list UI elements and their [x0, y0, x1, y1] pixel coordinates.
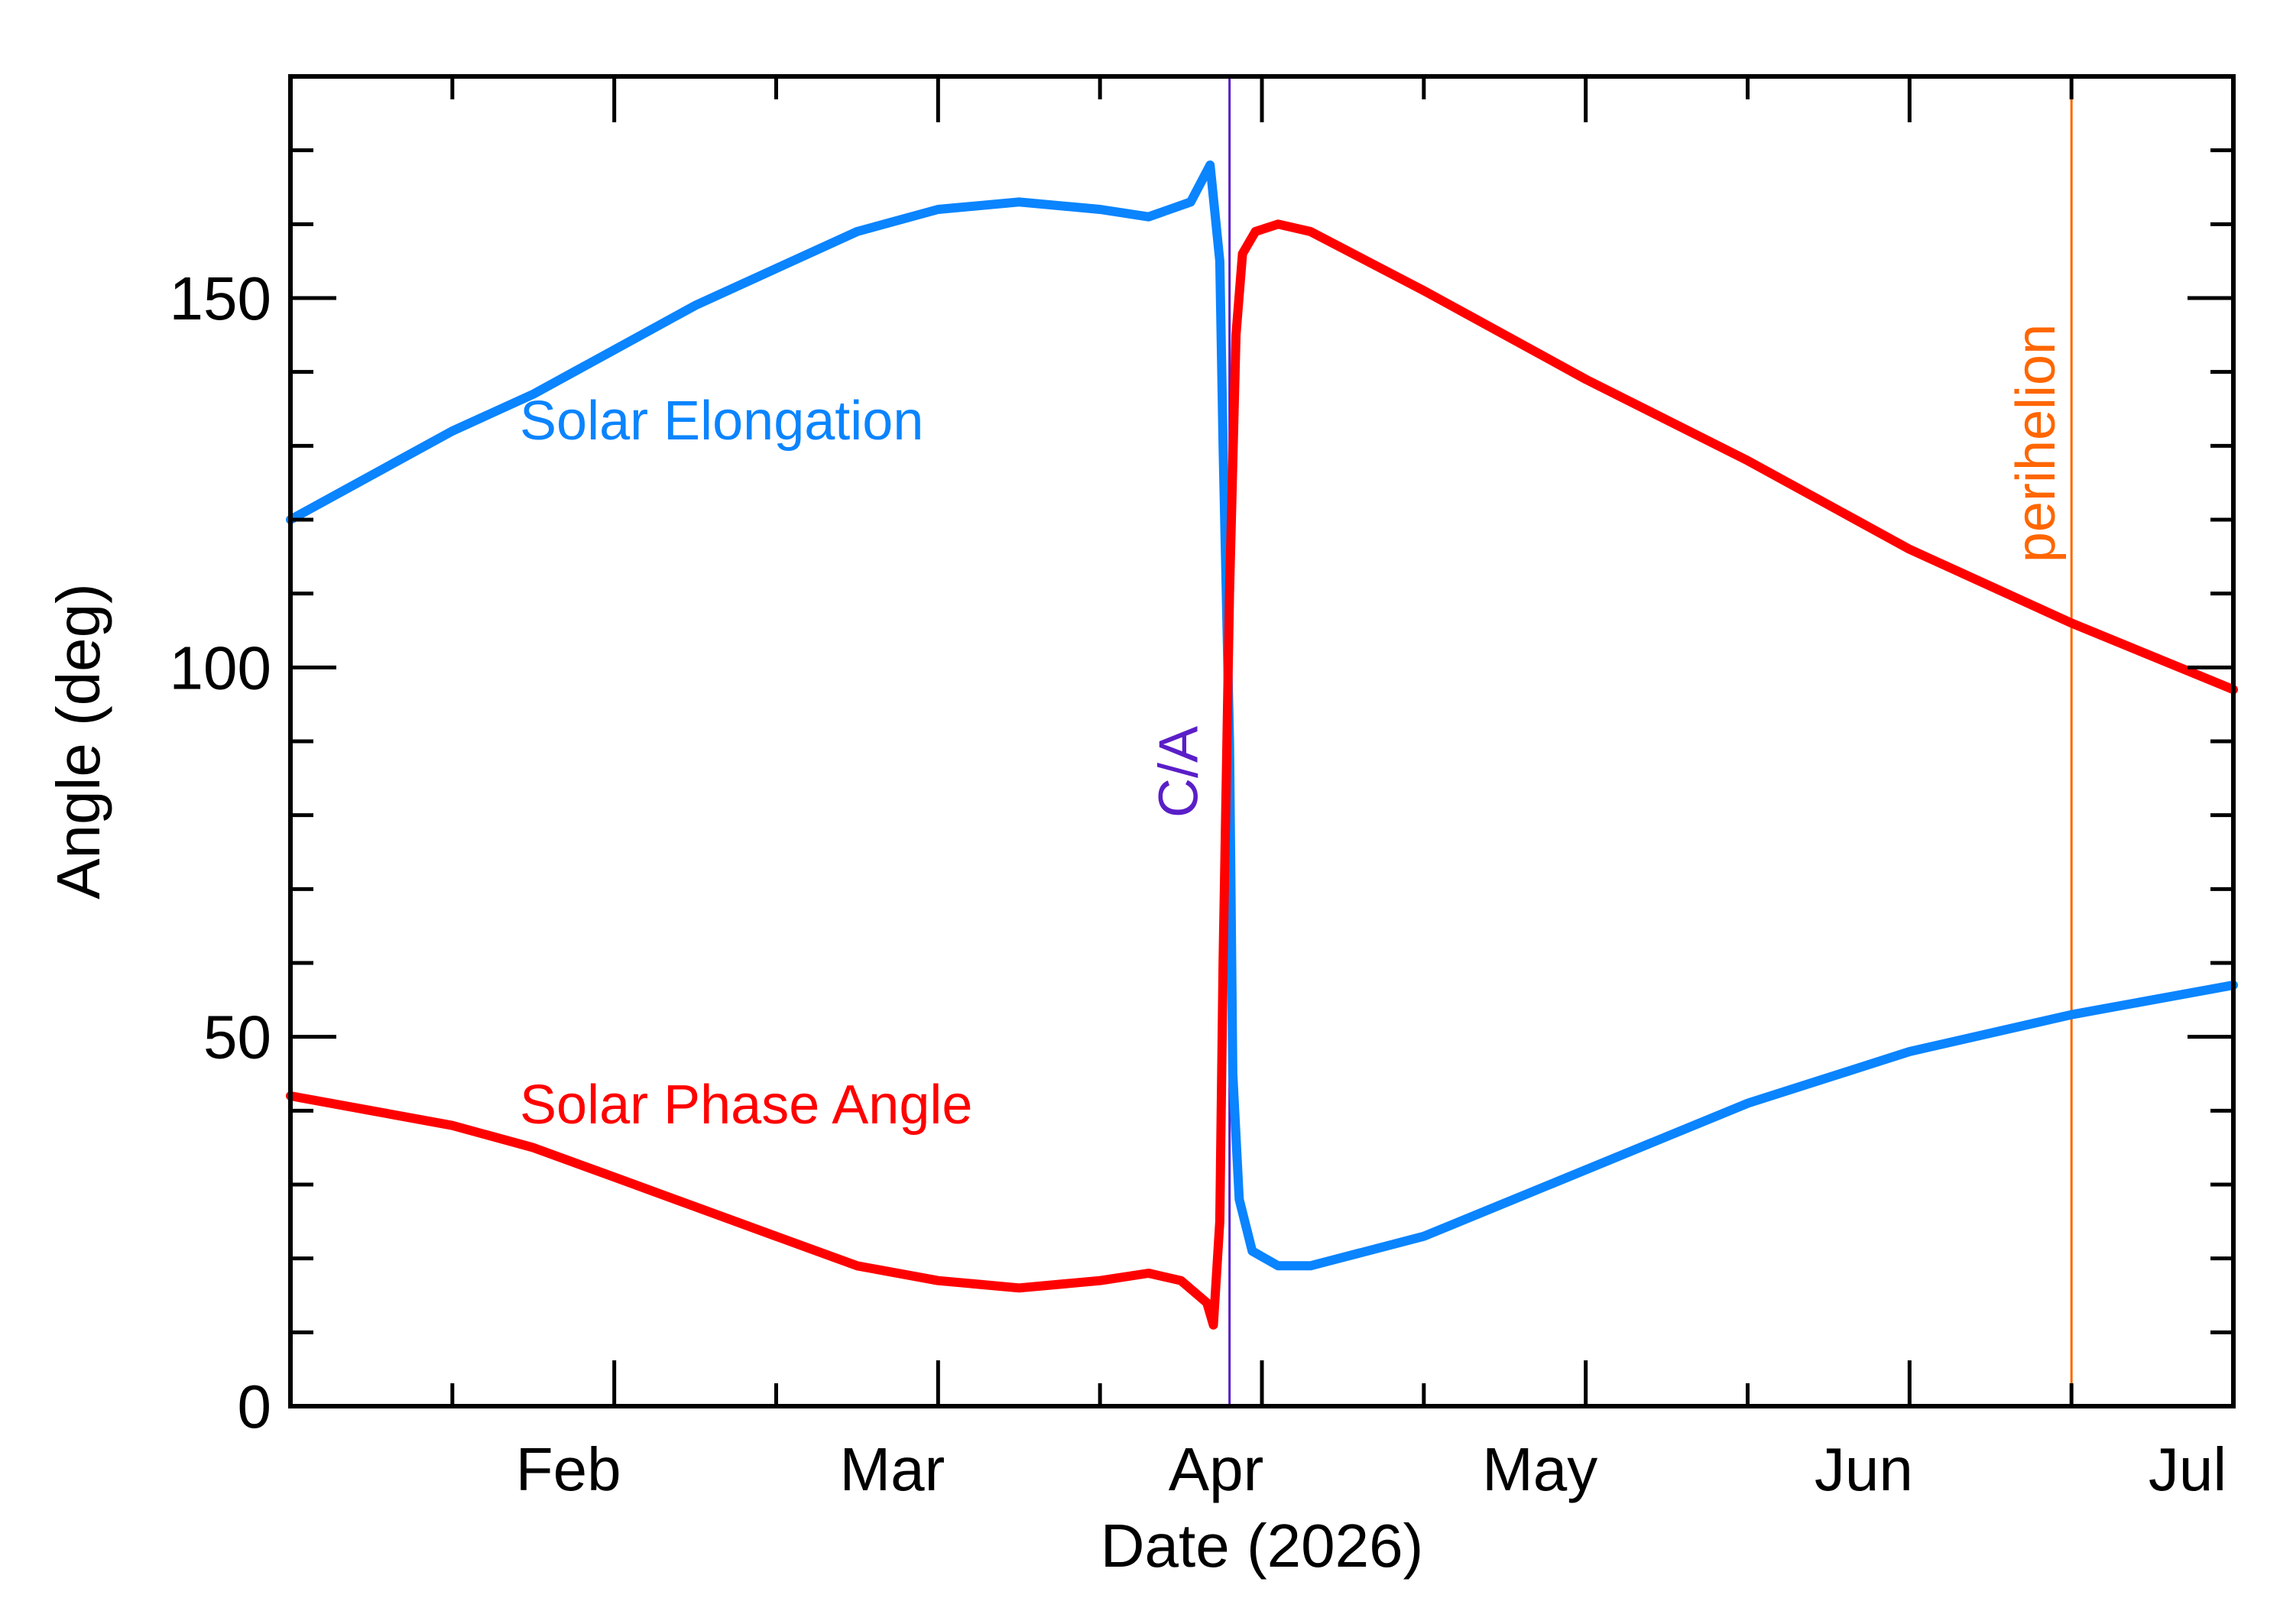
marker-label-1: perihelion [2006, 324, 2067, 562]
series-label-layer: Solar Elongation Solar Phase Angle [520, 391, 972, 1136]
y-tick-label: 100 [170, 634, 271, 702]
marker-label-0: C/A [1149, 726, 1210, 818]
x-tick-label: Feb [516, 1435, 621, 1503]
y-tick-label: 50 [203, 1003, 271, 1071]
x-tick-label: Apr [1169, 1435, 1264, 1503]
x-tick-label: May [1482, 1435, 1597, 1503]
x-tick-label: Mar [839, 1435, 945, 1503]
x-tick-label: Jul [2149, 1435, 2227, 1503]
series-layer [286, 160, 2238, 1330]
y-tick-label: 150 [170, 264, 271, 332]
series-line-0 [286, 160, 2238, 1271]
y-axis-title: Angle (deg) [44, 583, 112, 900]
x-tick-label: Jun [1815, 1435, 1913, 1503]
x-axis-title: Date (2026) [1101, 1512, 1423, 1580]
series-line-1 [286, 219, 2238, 1330]
series-label-1: Solar Phase Angle [520, 1075, 972, 1136]
marker-layer: C/A perihelion [1149, 76, 2073, 1406]
plot-frame [288, 74, 2236, 1408]
series-label-0: Solar Elongation [520, 391, 923, 452]
axis-layer: 0 50 100 150 Feb Mar Apr May Jun Jul [170, 74, 2236, 1503]
y-tick-label: 0 [238, 1373, 272, 1441]
